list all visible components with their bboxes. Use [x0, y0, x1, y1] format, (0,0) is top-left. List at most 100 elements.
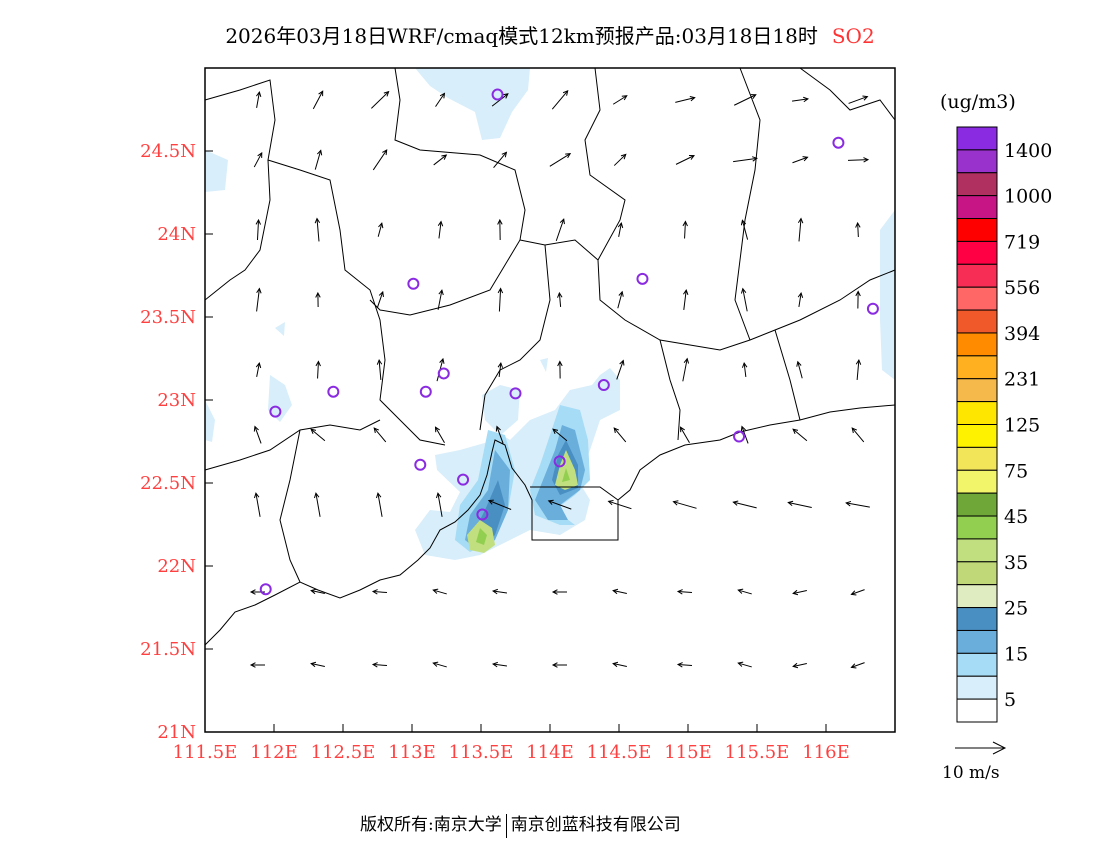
wind-arrow: [792, 662, 807, 669]
colorbar-swatch: [956, 332, 998, 357]
wind-arrow: [497, 287, 504, 312]
monitoring-site-marker: [269, 405, 282, 418]
wind-arrow: [792, 96, 810, 103]
wind-arrow: [433, 154, 448, 166]
colorbar-swatch: [956, 469, 998, 494]
wind-arrow: [855, 358, 862, 381]
colorbar-swatch: [956, 629, 998, 654]
wind-arrow: [555, 218, 565, 242]
wind-legend: 10 m/s: [942, 741, 1007, 783]
wind-arrow: [375, 492, 383, 517]
lat-tick-label: 23N: [157, 390, 196, 411]
so2-contour-45: [562, 468, 570, 482]
colorbar-swatch: [956, 149, 998, 174]
monitoring-site-marker: [327, 385, 340, 398]
wind-arrow: [249, 589, 265, 595]
wind-arrow: [847, 157, 870, 163]
so2-contour-5: [540, 358, 548, 372]
wind-arrow: [679, 426, 690, 444]
monitoring-site-marker: [457, 473, 470, 486]
footer-separator: [505, 813, 507, 838]
wind-arrow: [435, 92, 446, 107]
wind-arrow: [255, 91, 262, 108]
wind-arrow: [855, 221, 861, 238]
copyright-left: 版权所有:南京大学: [360, 815, 502, 835]
wind-arrow: [851, 427, 865, 443]
province-border: [204, 159, 271, 301]
wind-arrow: [613, 153, 627, 166]
wind-arrow: [310, 661, 325, 668]
monitoring-site-marker: [553, 455, 566, 468]
wind-vectors: [249, 89, 870, 669]
wind-arrow: [255, 362, 262, 377]
colorbar-label: 1400: [1004, 140, 1052, 162]
wind-arrow: [372, 149, 388, 171]
so2-contour-5: [415, 68, 530, 140]
wind-arrow: [676, 589, 693, 595]
colorbar-label: 1000: [1004, 186, 1052, 208]
wind-arrow: [733, 94, 757, 106]
wind-arrow: [373, 427, 387, 443]
wind-arrow: [255, 218, 262, 241]
wind-arrow: [551, 589, 567, 595]
colorbar-swatch: [956, 446, 998, 471]
wind-arrow: [487, 499, 512, 510]
wind-arrow: [607, 500, 632, 510]
lon-tick-label: 113.5E: [449, 742, 514, 763]
wind-arrow: [551, 662, 567, 668]
monitoring-site-marker: [866, 302, 879, 315]
wind-arrow: [792, 156, 809, 164]
lon-tick-label: 115E: [664, 742, 712, 763]
colorbar-swatch: [956, 538, 998, 563]
lat-tick-label: 23.5N: [140, 307, 196, 328]
wind-arrow: [797, 217, 804, 242]
colorbar-swatch: [956, 378, 998, 403]
wind-arrow: [249, 662, 265, 668]
wind-arrow: [855, 290, 861, 309]
wind-arrow: [437, 289, 444, 310]
wind-arrow: [797, 291, 804, 307]
so2-contour-5: [205, 150, 228, 192]
wind-arrow: [376, 290, 384, 309]
wind-arrow: [491, 588, 508, 595]
colorbar-swatch: [956, 218, 998, 242]
wind-arrow: [850, 589, 865, 596]
monitoring-site-marker: [414, 458, 427, 471]
wind-arrow: [253, 151, 263, 168]
monitoring-site-marker: [259, 583, 272, 596]
lon-tick-label: 116E: [802, 742, 850, 763]
colorbar-swatch: [956, 698, 998, 723]
colorbar-label: 556: [1004, 277, 1040, 299]
lon-tick-label: 113E: [388, 742, 436, 763]
wind-arrow: [497, 361, 504, 378]
wind-arrow: [497, 218, 503, 241]
monitoring-site-marker: [733, 430, 746, 443]
wind-arrow: [495, 425, 504, 444]
map-title: 2026年03月18日WRF/cmaq模式12km预报产品:03月18日18时 S…: [0, 20, 1100, 49]
wind-arrow: [796, 360, 803, 379]
wind-arrow: [732, 500, 757, 509]
colorbar-swatch: [956, 675, 998, 700]
hong-kong-boundary: [530, 486, 619, 501]
wind-arrow: [253, 425, 262, 444]
species-label: SO2: [831, 24, 875, 48]
wind-arrow: [256, 287, 262, 312]
wind-arrow: [682, 220, 688, 239]
province-border: [279, 429, 301, 583]
colorbar-swatch: [956, 309, 998, 334]
wind-arrow: [613, 427, 627, 443]
wind-arrow: [310, 428, 326, 442]
wind-arrow: [612, 661, 627, 668]
wind-arrow: [547, 499, 572, 510]
wind-arrow: [371, 589, 388, 595]
colorbar-label: 35: [1004, 552, 1028, 574]
colorbar: (ug/m3) 1400 1000 719 556 394 231 125 75 45 35 25 1…: [940, 91, 1052, 723]
wind-arrow: [850, 662, 865, 669]
wind-arrow: [675, 155, 695, 165]
monitoring-site-marker: [597, 379, 610, 392]
wind-arrow: [787, 500, 812, 508]
province-border: [519, 239, 896, 351]
wind-arrow: [312, 90, 324, 110]
lat-tick-label: 24.5N: [140, 141, 196, 162]
wind-arrow: [741, 361, 748, 378]
